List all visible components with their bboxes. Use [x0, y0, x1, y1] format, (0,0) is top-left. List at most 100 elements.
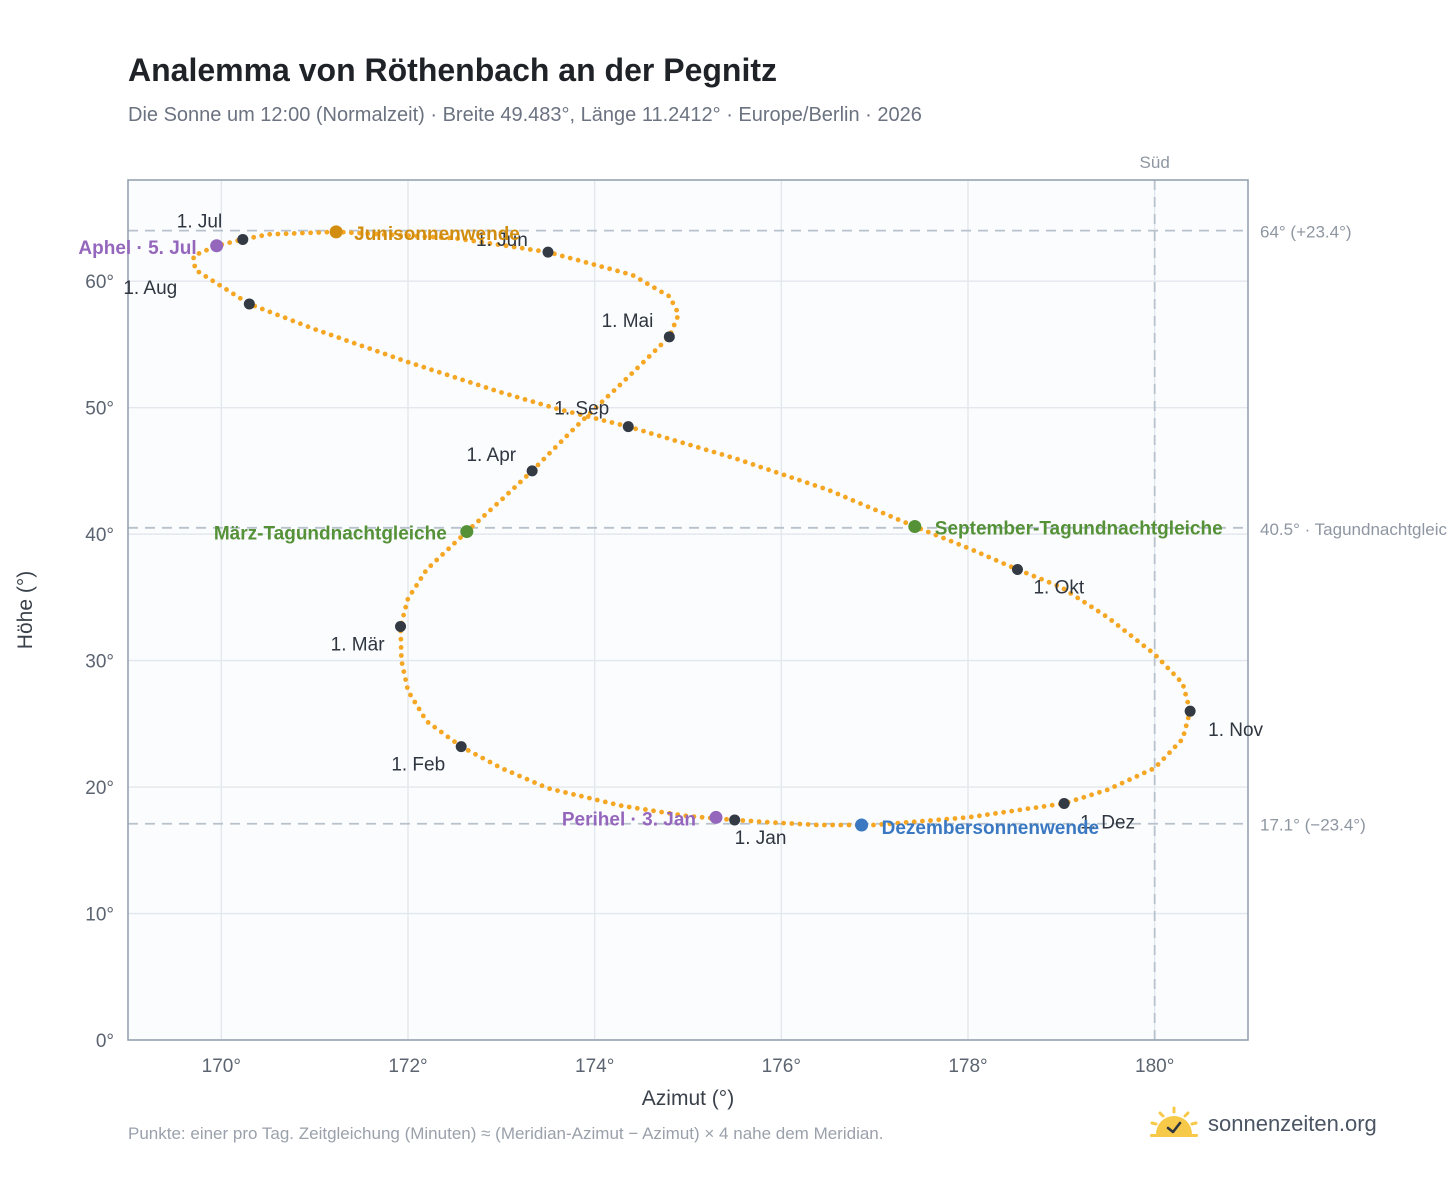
daily-sun-point: [231, 291, 236, 297]
brand-name[interactable]: sonnenzeiten.org: [1208, 1111, 1377, 1136]
daily-sun-point: [830, 822, 835, 828]
daily-sun-point: [535, 462, 541, 468]
daily-sun-point: [547, 786, 552, 792]
daily-sun-point: [538, 401, 544, 407]
month-label: 1. Okt: [1033, 578, 1084, 599]
daily-sun-point: [766, 467, 771, 473]
daily-sun-point: [804, 480, 810, 486]
daily-sun-point: [359, 343, 365, 349]
daily-sun-point: [1159, 659, 1165, 665]
daily-sun-point: [203, 274, 209, 279]
daily-sun-point: [675, 812, 681, 817]
daily-sun-point: [476, 518, 481, 524]
daily-sun-point: [740, 818, 746, 823]
daily-sun-point: [405, 359, 411, 365]
daily-sun-point: [305, 324, 311, 330]
daily-sun-point: [403, 604, 409, 610]
daily-sun-point: [1183, 723, 1189, 729]
y-tick-label: 10°: [85, 905, 114, 926]
daily-sun-point: [1155, 762, 1161, 767]
daily-sun-point: [936, 817, 942, 823]
daily-sun-point: [1181, 683, 1186, 689]
daily-sun-point: [993, 811, 998, 816]
daily-sun-point: [607, 266, 612, 272]
daily-sun-point: [742, 459, 748, 465]
daily-sun-point: [968, 814, 974, 820]
daily-sun-point: [1041, 804, 1047, 809]
chart-title: Analemma von Röthenbach an der Pegnitz: [128, 52, 777, 88]
event-markers: Junisonnenwende Dezembersonnenwende März-T…: [78, 224, 1222, 839]
daily-sun-point: [487, 759, 493, 765]
daily-sun-point: [703, 447, 709, 453]
daily-sun-point: [903, 820, 909, 825]
daily-sun-point: [944, 816, 950, 822]
daily-sun-point: [491, 387, 497, 393]
daily-sun-point: [843, 494, 848, 500]
daily-sun-point: [1046, 579, 1052, 585]
daily-sun-point: [656, 433, 662, 439]
daily-sun-point: [432, 724, 438, 730]
daily-sun-point: [527, 247, 533, 252]
daily-sun-point: [465, 748, 471, 753]
daily-sun-point: [812, 483, 818, 488]
daily-sun-point: [827, 488, 833, 494]
month-label: 1. Apr: [466, 445, 516, 466]
daily-sun-point: [1001, 561, 1007, 566]
daily-sun-point: [680, 440, 686, 446]
month-marker: [395, 620, 407, 632]
daily-sun-point: [313, 327, 319, 332]
brand-logo[interactable]: sonnenzeiten.org: [1148, 1104, 1377, 1144]
daily-sun-point: [539, 783, 545, 789]
daily-sun-point: [1112, 784, 1117, 789]
daily-sun-point: [648, 431, 654, 436]
daily-sun-point: [267, 309, 273, 315]
daily-sun-point: [420, 713, 426, 719]
event-label: Junisonnenwende: [354, 224, 520, 245]
daily-sun-point: [711, 449, 717, 455]
daily-sun-point: [251, 234, 257, 240]
daily-sun-point: [601, 418, 607, 423]
daily-sun-point: [637, 277, 643, 282]
daily-sun-point: [977, 813, 982, 819]
daily-sun-point: [797, 821, 803, 827]
daily-sun-point: [617, 422, 623, 427]
daily-sun-point: [1161, 756, 1167, 761]
month-label: 1. Aug: [123, 278, 177, 299]
event-marker: [709, 810, 723, 824]
daily-sun-point: [422, 569, 428, 575]
daily-sun-point: [275, 231, 281, 237]
daily-sun-point: [1185, 715, 1191, 721]
daily-sun-point: [401, 612, 406, 618]
daily-sun-point: [487, 241, 493, 246]
daily-sun-point: [413, 362, 419, 368]
daily-sun-point: [1081, 794, 1087, 800]
daily-sun-point: [781, 472, 787, 478]
daily-sun-point: [820, 485, 826, 491]
daily-sun-point: [1176, 677, 1182, 683]
daily-sun-point: [555, 788, 560, 793]
daily-sun-point: [674, 307, 679, 313]
daily-sun-point: [727, 454, 733, 460]
reference-line-label: 40.5° · Tagundnachtgleiche: [1260, 520, 1448, 539]
daily-sun-point: [267, 231, 273, 237]
y-tick-label: 0°: [96, 1031, 114, 1052]
daily-sun-point: [438, 729, 444, 735]
daily-sun-point: [408, 692, 413, 698]
daily-sun-point: [349, 230, 354, 236]
daily-sun-point: [506, 490, 511, 496]
daily-sun-point: [404, 685, 410, 690]
daily-sun-point: [438, 235, 444, 240]
daily-sun-point: [196, 269, 202, 275]
daily-sun-point: [524, 776, 530, 782]
daily-sun-point: [630, 273, 636, 278]
daily-sun-point: [646, 354, 652, 359]
month-label: 1. Nov: [1208, 720, 1263, 741]
daily-sun-point: [985, 812, 990, 817]
event-label: Aphel · 5. Jul: [78, 238, 196, 259]
daily-sun-point: [1001, 809, 1006, 815]
daily-sun-point: [594, 797, 600, 803]
daily-sun-point: [1147, 648, 1153, 654]
daily-sun-point: [887, 821, 893, 827]
daily-sun-point: [507, 392, 512, 398]
